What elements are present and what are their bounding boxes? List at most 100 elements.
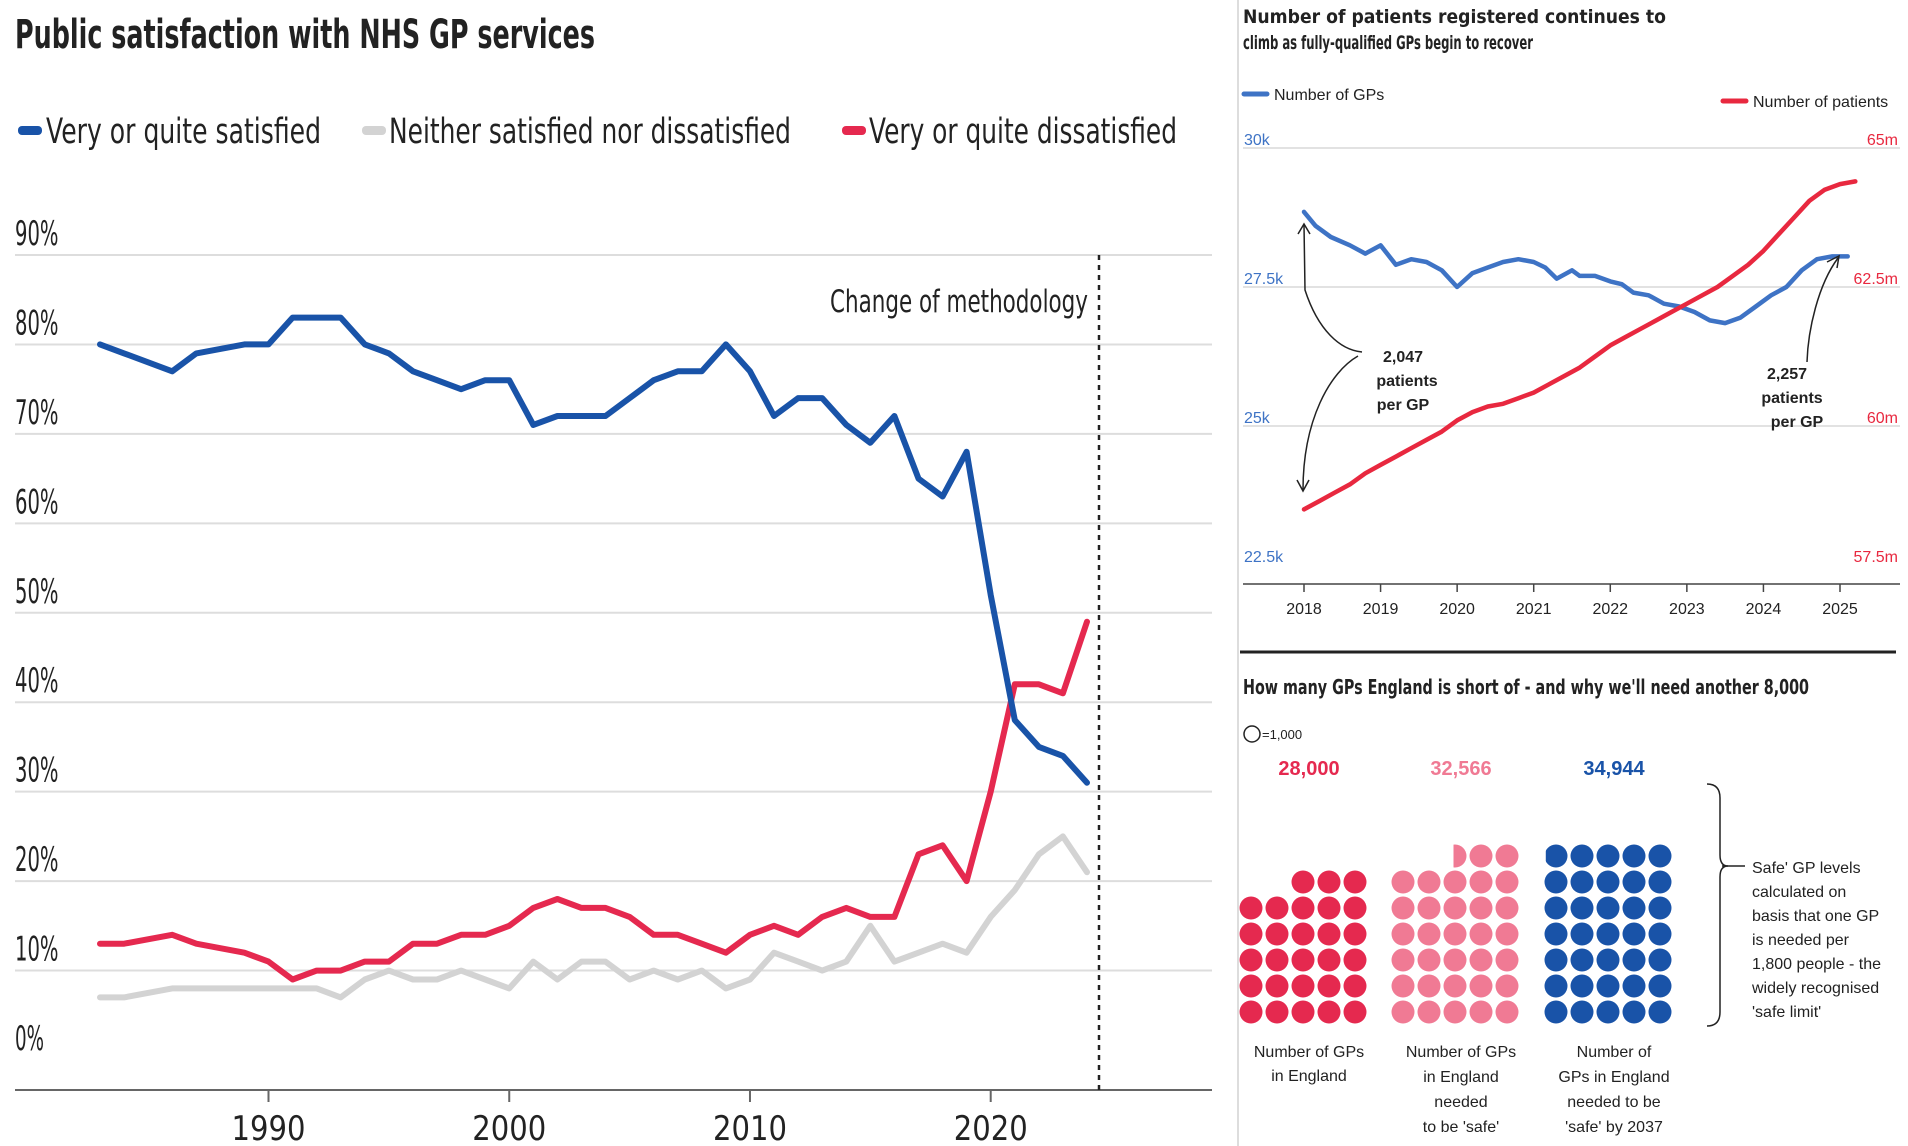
gp-dot	[1596, 974, 1620, 998]
chart-title-line-1: Number of patients registered continues …	[1243, 6, 1666, 28]
caption-safe-line-1: Number of GPs	[1406, 1044, 1516, 1061]
gp-dot	[1343, 974, 1367, 998]
gp-dot	[1317, 1000, 1341, 1024]
gp-dot	[1417, 974, 1441, 998]
gp-dot	[1570, 922, 1594, 946]
legend-label-satisfied: Very or quite satisfied	[46, 112, 321, 152]
gp-dot	[1239, 922, 1263, 946]
gp-dot	[1265, 974, 1289, 998]
y-left-tick-label: 25k	[1244, 410, 1271, 427]
note-line: is needed per	[1752, 932, 1850, 949]
gp-dot	[1596, 896, 1620, 920]
note-line: calculated on	[1752, 884, 1846, 901]
gp-dot	[1317, 870, 1341, 894]
gp-dot	[1391, 1000, 1415, 1024]
gp-dot	[1495, 948, 1519, 972]
gp-dot	[1391, 948, 1415, 972]
note-line: basis that one GP	[1752, 908, 1879, 925]
gp-dot	[1291, 896, 1315, 920]
gp-dot	[1648, 1000, 1672, 1024]
x-tick-label: 2023	[1669, 601, 1705, 618]
gp-dot	[1343, 870, 1367, 894]
gp-dot	[1570, 844, 1594, 868]
y-left-tick-label: 27.5k	[1244, 271, 1284, 288]
y-right-tick-label: 60m	[1867, 410, 1898, 427]
gp-dot	[1622, 948, 1646, 972]
gp-dot	[1391, 870, 1415, 894]
gp-dot	[1544, 974, 1568, 998]
annotation-2257-line-1: 2,257	[1767, 366, 1807, 383]
gp-dot	[1495, 1000, 1519, 1024]
y-tick-label: 60%	[15, 482, 59, 522]
caption-2037-line-2: GPs in England	[1558, 1069, 1669, 1086]
gp-dot	[1265, 896, 1289, 920]
gp-dot	[1469, 870, 1493, 894]
legend-label-neither: Neither satisfied nor dissatisfied	[389, 112, 791, 152]
y-tick-label: 20%	[15, 840, 59, 880]
note-line: 'safe limit'	[1752, 1004, 1821, 1021]
gp-dot	[1265, 948, 1289, 972]
gp-dot	[1622, 896, 1646, 920]
satisfaction-chart: Public satisfaction with NHS GP services…	[15, 12, 1212, 1146]
note-line: 1,800 people - the	[1752, 956, 1881, 973]
annotation-2047-arrow-down-head	[1296, 479, 1310, 493]
gp-dot	[1291, 922, 1315, 946]
x-tick-label: 2010	[713, 1109, 787, 1146]
gp-dot	[1495, 844, 1519, 868]
caption-current-line-2: in England	[1271, 1068, 1347, 1085]
gp-dot	[1343, 1000, 1367, 1024]
methodology-label: Change of methodology	[830, 284, 1088, 320]
gp-dot	[1291, 1000, 1315, 1024]
y-gridlines	[15, 254, 1212, 972]
x-tick-label: 2025	[1822, 601, 1858, 618]
y-tick-label: 50%	[15, 572, 59, 612]
y-left-tick-label: 22.5k	[1244, 549, 1284, 566]
annotation-2047-line-3: per GP	[1377, 397, 1430, 414]
annotation-2257-arrow	[1806, 257, 1839, 363]
gp-dot	[1495, 896, 1519, 920]
pictogram-dots	[1239, 844, 1672, 1024]
gp-dot	[1544, 896, 1568, 920]
gp-dot	[1596, 948, 1620, 972]
gp-dot	[1469, 974, 1493, 998]
key-label: =1,000	[1262, 727, 1302, 742]
legend-swatch-neither	[362, 126, 386, 135]
x-axis-ticks: 2018 2019 2020 2021 2022 2023 2024 2025	[1286, 584, 1858, 618]
gp-dot	[1239, 948, 1263, 972]
gp-dot	[1443, 1000, 1467, 1024]
x-axis-ticks: 1990 2000 2010 2020	[232, 1090, 1028, 1146]
y-tick-label: 0%	[15, 1019, 44, 1059]
legend-label-dissatisfied: Very or quite dissatisfied	[869, 112, 1177, 152]
series-line-very-or-quite-dissatisfied	[97, 618, 1090, 983]
gp-dot	[1417, 948, 1441, 972]
gp-dot	[1544, 1000, 1568, 1024]
gp-dot	[1343, 948, 1367, 972]
gp-dot	[1469, 844, 1493, 868]
legend-label-gps: Number of GPs	[1274, 87, 1384, 104]
chart-legend: Very or quite satisfied Neither satisfie…	[18, 112, 1177, 152]
x-tick-label: 2024	[1746, 601, 1782, 618]
gp-dot	[1596, 1000, 1620, 1024]
caption-safe-line-2: in England	[1423, 1069, 1499, 1086]
gp-dot	[1596, 870, 1620, 894]
annotation-2257: 2,257 patients per GP	[1761, 254, 1840, 431]
gp-dot	[1291, 974, 1315, 998]
gp-dot	[1239, 1000, 1263, 1024]
x-tick-label: 1990	[232, 1109, 306, 1146]
gp-dot	[1648, 922, 1672, 946]
gp-dot-partial	[1545, 844, 1568, 868]
series-line-very-or-quite-satisfied	[97, 314, 1090, 786]
gp-dot	[1622, 974, 1646, 998]
gp-dot	[1648, 948, 1672, 972]
y-axis-ticks: 0% 10% 20% 30% 40% 50% 60% 70% 80% 90%	[15, 214, 59, 1059]
y-left-tick-label: 30k	[1244, 132, 1271, 149]
x-tick-label: 2021	[1516, 601, 1552, 618]
chart-title: Public satisfaction with NHS GP services	[15, 12, 595, 58]
gp-dot	[1544, 870, 1568, 894]
y-tick-label: 10%	[15, 930, 59, 970]
x-tick-label: 2022	[1592, 601, 1628, 618]
gp-dot	[1443, 948, 1467, 972]
legend-label-patients: Number of patients	[1753, 94, 1888, 111]
annotation-2047-arrow-up	[1303, 224, 1363, 353]
